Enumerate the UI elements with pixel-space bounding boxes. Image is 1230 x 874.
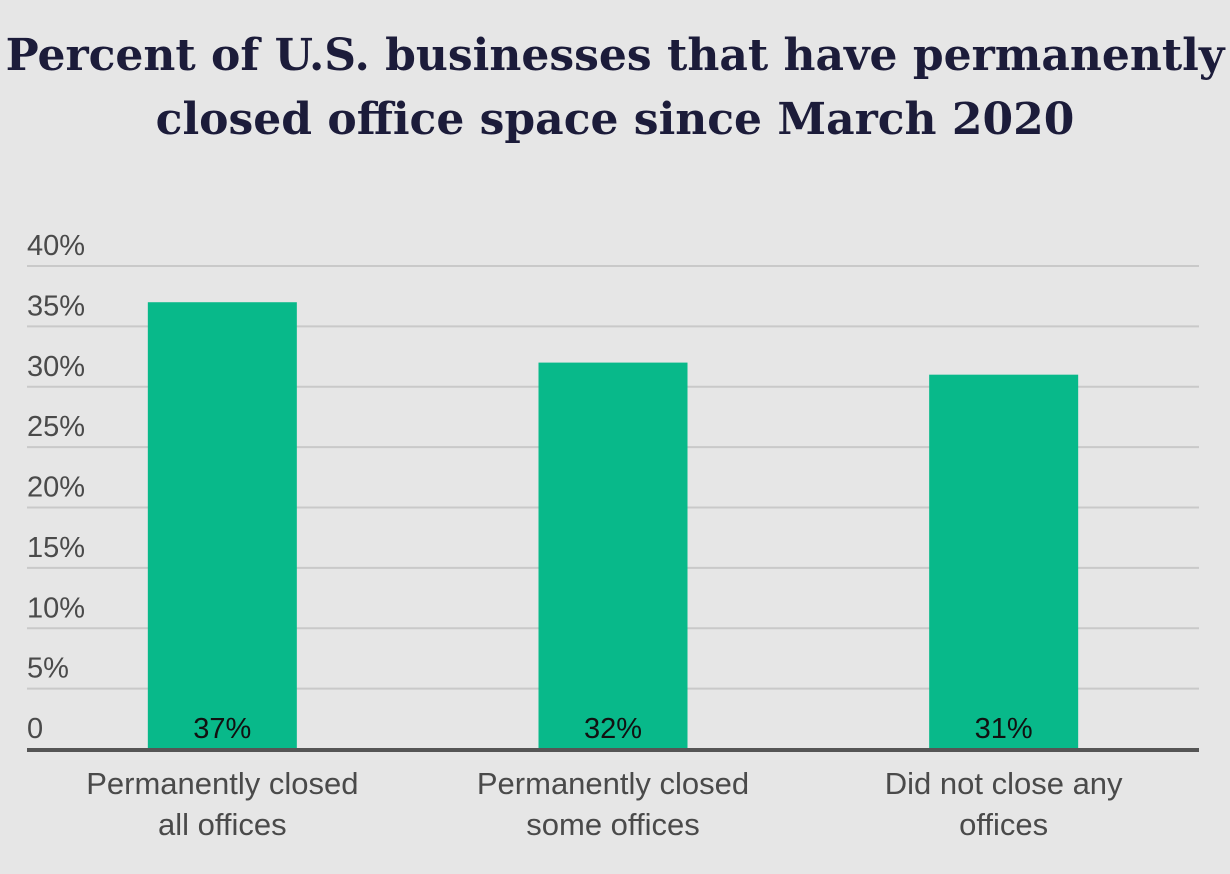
bar	[147, 302, 297, 749]
chart-title-line-1: Percent of U.S. businesses that have per…	[5, 30, 1225, 81]
data-label: 32%	[584, 713, 642, 745]
y-tick-label: 5%	[27, 653, 69, 685]
y-tick-label: 25%	[27, 411, 85, 443]
x-category-label: some offices	[526, 807, 699, 842]
chart-title-line-2: closed office space since March 2020	[155, 94, 1075, 145]
data-label: 37%	[193, 713, 251, 745]
y-tick-label: 20%	[27, 472, 85, 504]
y-tick-label: 15%	[27, 532, 85, 564]
x-category-label: offices	[959, 807, 1048, 842]
x-category-label: Permanently closed	[86, 766, 358, 801]
y-tick-label: 0	[27, 713, 43, 745]
bar	[538, 362, 688, 749]
data-label: 31%	[975, 713, 1033, 745]
chart-title: Percent of U.S. businesses that have per…	[0, 24, 1230, 152]
bar	[929, 374, 1079, 749]
x-category-label: all offices	[158, 807, 287, 842]
y-tick-label: 40%	[27, 230, 85, 262]
x-category-label: Did not close any	[885, 766, 1123, 801]
y-tick-label: 35%	[27, 290, 85, 322]
y-tick-label: 10%	[27, 592, 85, 624]
y-tick-label: 30%	[27, 351, 85, 383]
x-category-label: Permanently closed	[477, 766, 749, 801]
